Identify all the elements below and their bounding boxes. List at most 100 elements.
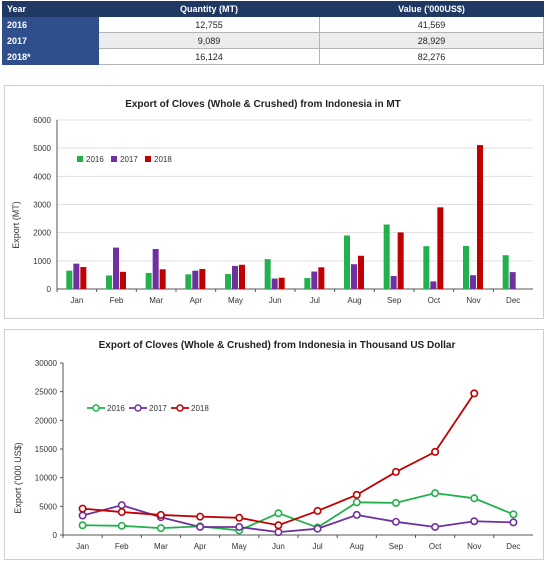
row-value: 41,569 (319, 16, 544, 33)
bar-2018 (278, 277, 285, 289)
x-tick-label: Apr (190, 296, 203, 305)
bar-2016 (145, 272, 152, 289)
bar-2016 (106, 275, 112, 289)
series-line-2016 (82, 492, 514, 532)
y-tick-label: 20000 (35, 416, 58, 425)
bar-2016 (225, 274, 231, 289)
x-tick-label: Feb (110, 296, 124, 305)
point-2016 (509, 510, 518, 519)
point-2016 (156, 524, 165, 533)
y-tick-label: 5000 (33, 144, 51, 153)
bar-2018 (477, 145, 483, 289)
legend-marker (176, 404, 184, 412)
header-quantity: Quantity (MT) (98, 1, 320, 17)
bar-2017 (351, 264, 357, 289)
row-quantity: 12,755 (98, 16, 320, 33)
x-tick-label: Jan (76, 542, 89, 551)
bar-2017 (311, 271, 318, 289)
point-2016 (117, 521, 126, 530)
bar-2018 (239, 264, 245, 289)
series-line-2018 (82, 392, 475, 527)
y-tick-label: 25000 (35, 388, 58, 397)
y-tick-label: 0 (47, 285, 52, 294)
bar-2017 (271, 278, 278, 289)
bar-2016 (185, 274, 192, 289)
bar-2018 (199, 269, 206, 289)
bar-2018 (358, 255, 364, 289)
y-tick-label: 0 (53, 531, 58, 540)
point-2016 (78, 521, 87, 530)
bar-2016 (423, 246, 430, 289)
table-row: 2018* 16,124 82,276 (2, 48, 544, 65)
y-tick-label: 10000 (35, 474, 58, 483)
point-2018 (470, 389, 479, 398)
bar-chart-panel: Export of Cloves (Whole & Crushed) from … (4, 85, 544, 319)
bar-2016 (66, 270, 73, 289)
point-2018 (196, 512, 205, 521)
x-tick-label: Dec (506, 542, 520, 551)
x-tick-label: Dec (506, 296, 520, 305)
legend-swatch (111, 156, 117, 162)
point-2017 (274, 528, 283, 537)
point-2017 (117, 501, 126, 510)
point-2017 (313, 524, 322, 533)
point-2017 (391, 517, 400, 526)
x-tick-label: Oct (428, 296, 441, 305)
point-2017 (235, 522, 244, 531)
y-tick-label: 30000 (35, 359, 58, 368)
row-quantity: 9,089 (98, 32, 320, 49)
line-chart-panel: Export of Cloves (Whole & Crushed) from … (4, 329, 544, 560)
x-tick-label: May (232, 542, 247, 551)
y-tick-label: 4000 (33, 172, 51, 181)
bar-2017 (73, 263, 80, 289)
y-tick-label: 15000 (35, 445, 58, 454)
y-tick-label: 1000 (33, 257, 51, 266)
point-2018 (117, 508, 126, 517)
legend-label: 2018 (191, 404, 209, 413)
bar-2017 (152, 249, 159, 289)
point-2017 (78, 511, 87, 520)
row-value: 82,276 (319, 48, 544, 65)
point-2018 (78, 504, 87, 513)
line-chart: Export of Cloves (Whole & Crushed) from … (13, 340, 533, 551)
x-tick-label: Nov (467, 542, 481, 551)
x-tick-label: Oct (429, 542, 442, 551)
bar-2018 (437, 207, 444, 289)
legend-label: 2017 (149, 404, 167, 413)
bar-2016 (463, 245, 469, 289)
bar-2017 (192, 270, 199, 289)
bar-2018 (397, 232, 404, 289)
point-2018 (274, 521, 283, 530)
y-tick-label: 2000 (33, 229, 51, 238)
point-2016 (431, 489, 440, 498)
row-year: 2017 (2, 32, 99, 49)
point-2018 (156, 510, 165, 519)
bar-2016 (502, 255, 509, 289)
legend-swatch (145, 156, 151, 162)
bar-chart-ylabel: Export (MT) (11, 201, 21, 249)
y-tick-label: 5000 (39, 502, 57, 511)
table-header-row: Year Quantity (MT) Value ('000US$) (2, 1, 544, 17)
point-2018 (352, 490, 361, 499)
summary-table: Year Quantity (MT) Value ('000US$) 2016 … (2, 1, 544, 65)
bar-2017 (509, 272, 516, 289)
x-tick-label: Aug (347, 296, 361, 305)
legend-label: 2018 (154, 155, 172, 164)
x-tick-label: Feb (115, 542, 129, 551)
legend-marker (92, 404, 100, 412)
bar-2018 (318, 267, 325, 289)
row-value: 28,929 (319, 32, 544, 49)
y-tick-label: 3000 (33, 201, 51, 210)
row-year: 2016 (2, 16, 99, 33)
legend-label: 2017 (120, 155, 138, 164)
bar-2018 (80, 267, 87, 289)
point-2017 (431, 522, 440, 531)
bar-2017 (390, 276, 397, 289)
line-chart-ylabel: Export ('000 US$) (13, 442, 23, 513)
point-2017 (470, 517, 479, 526)
header-value: Value ('000US$) (319, 1, 544, 17)
point-2016 (470, 494, 479, 503)
x-tick-label: May (228, 296, 243, 305)
bar-2018 (120, 271, 126, 289)
point-2017 (352, 510, 361, 519)
